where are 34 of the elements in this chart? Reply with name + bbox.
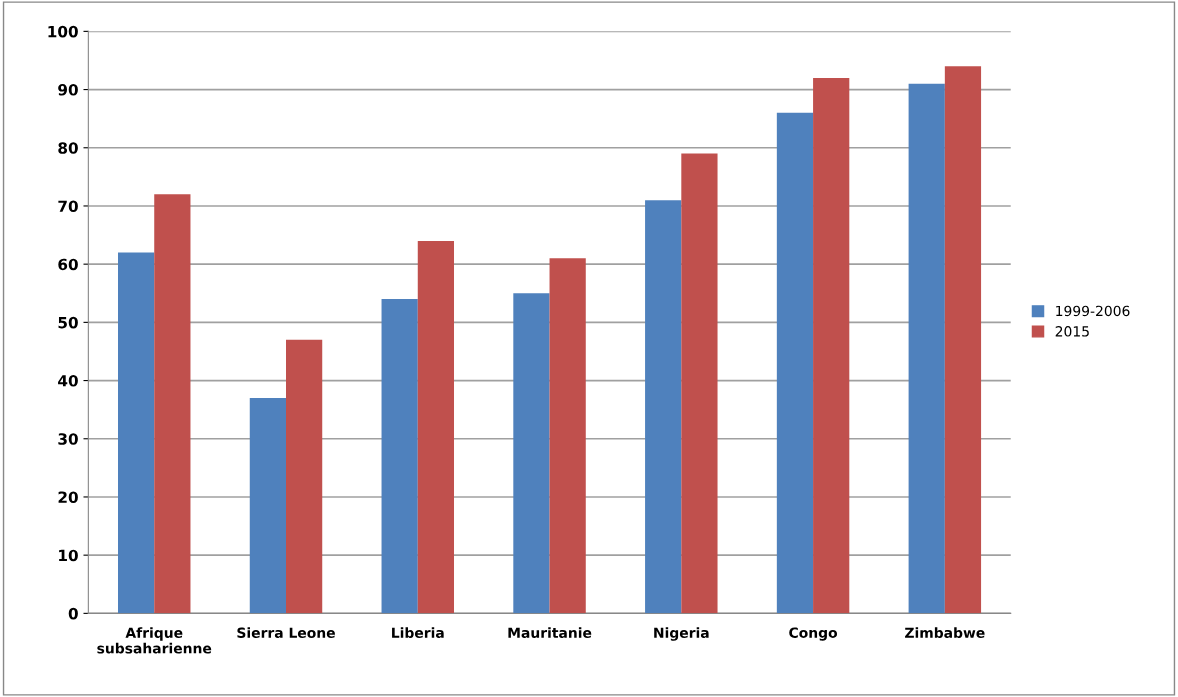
x-tick-label: Zimbabwe xyxy=(905,627,985,638)
bar xyxy=(118,252,155,614)
x-tick-label: Nigeria xyxy=(654,627,709,641)
x-tick-label: Congo xyxy=(789,627,838,641)
bar xyxy=(908,83,945,614)
y-tick-label: 30 xyxy=(58,433,78,445)
legend-label: 2015 xyxy=(1055,326,1089,337)
y-tick-label: 0 xyxy=(68,607,78,620)
x-tick-label: Liberia xyxy=(392,627,444,638)
bar xyxy=(776,112,814,614)
y-tick-label: 10 xyxy=(59,549,78,562)
bar xyxy=(417,240,455,614)
y-tick-label: 20 xyxy=(58,491,78,503)
bar xyxy=(681,153,718,614)
bar xyxy=(249,398,286,614)
y-tick-label: 50 xyxy=(58,316,78,329)
y-tick-label: 100 xyxy=(48,25,78,38)
legend-label: 1999-2006 xyxy=(1056,305,1130,317)
y-tick-label: 80 xyxy=(58,142,78,154)
bar xyxy=(944,66,982,614)
x-tick-label: Afrique subsaharienne xyxy=(97,627,212,654)
y-tick-label: 70 xyxy=(58,200,78,212)
x-tick-label: Sierra Leone xyxy=(237,627,335,638)
bar xyxy=(513,293,550,614)
bar xyxy=(645,200,682,614)
x-tick-label: Mauritanie xyxy=(508,627,592,638)
bar xyxy=(286,339,323,614)
y-tick-label: 60 xyxy=(58,258,78,271)
y-tick-label: 40 xyxy=(58,375,78,387)
bar xyxy=(154,194,191,614)
bar xyxy=(813,77,850,614)
bar xyxy=(549,258,586,614)
bar xyxy=(381,299,418,614)
y-tick-label: 90 xyxy=(58,84,78,96)
